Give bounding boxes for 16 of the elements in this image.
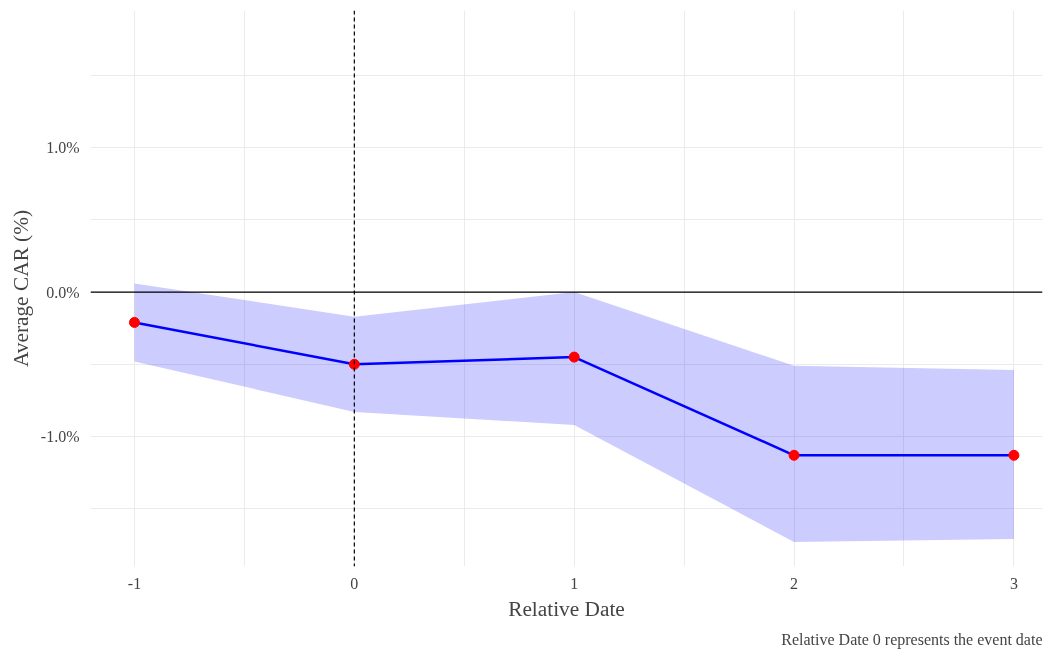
y-tick-label: 1.0%: [46, 139, 80, 157]
point: [1008, 449, 1020, 461]
point: [568, 351, 580, 363]
y-axis-title: Average CAR (%): [8, 209, 33, 368]
y-tick-label: 0.0%: [46, 283, 80, 301]
x-axis-title: Relative Date: [508, 596, 625, 621]
y-tick-label: -1.0%: [40, 428, 80, 446]
x-tick-label: 2: [790, 574, 799, 592]
x-tick-label: -1: [127, 574, 142, 592]
x-tick-label: 0: [350, 574, 359, 592]
text: Relative Date 0 represents the event date: [781, 630, 1043, 649]
point: [348, 358, 360, 370]
x-tick-label: 1: [570, 574, 579, 592]
point: [128, 316, 140, 328]
x-tick-label: 3: [1009, 574, 1018, 592]
point: [788, 449, 800, 461]
